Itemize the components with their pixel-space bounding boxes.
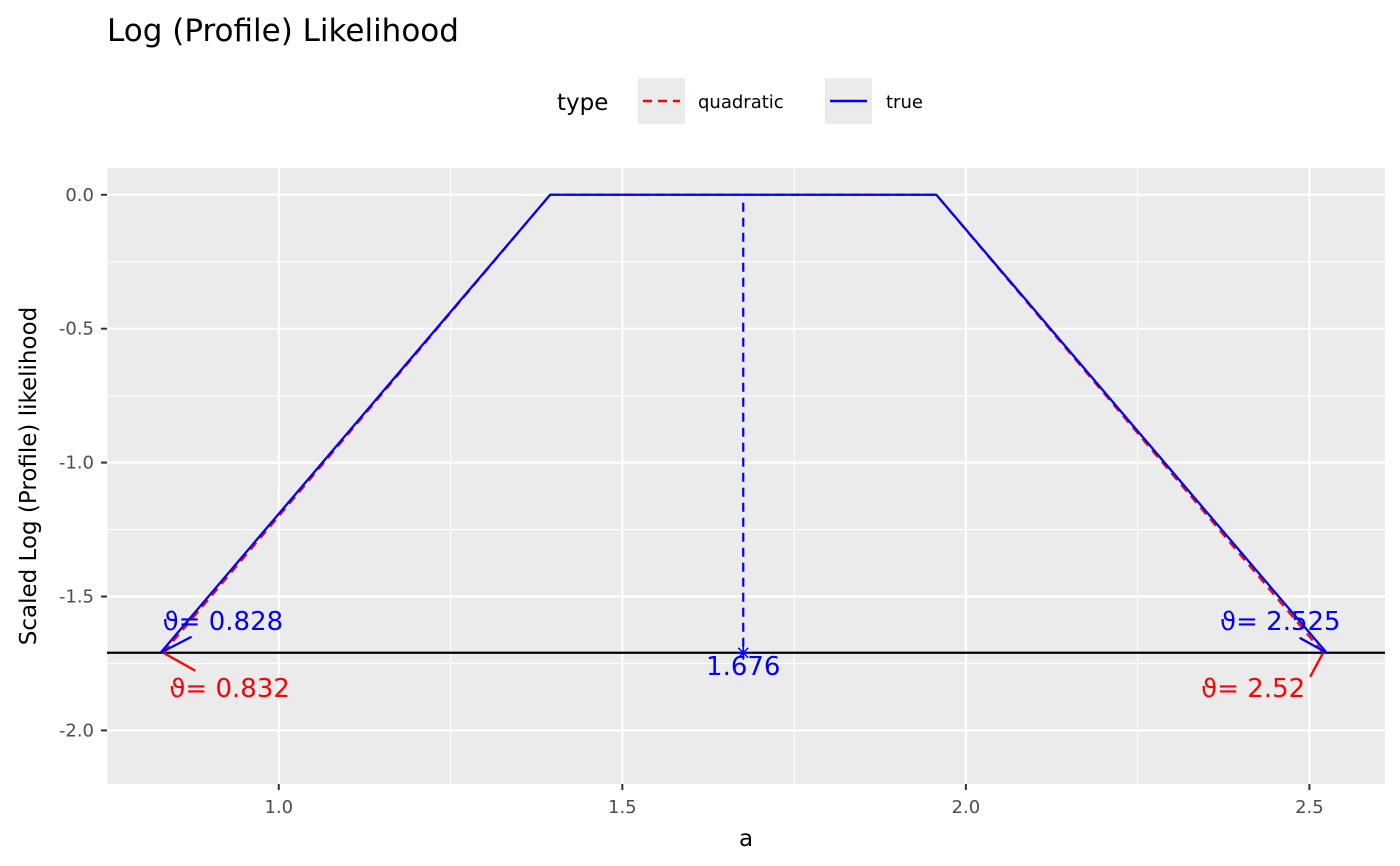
annotation-true-lower: ϑ= 0.828 <box>163 607 284 637</box>
mle-value-label: 1.676 <box>706 652 780 682</box>
y-tick-label: -0.5 <box>59 319 94 340</box>
legend: type quadratic true <box>557 78 923 124</box>
legend-title: type <box>557 90 608 116</box>
x-tick-label: 2.5 <box>1295 797 1324 818</box>
y-axis-title: Scaled Log (Profile) likelihood <box>16 307 42 646</box>
plot-panel <box>107 168 1385 784</box>
legend-label-quadratic: quadratic <box>698 92 784 113</box>
annotation-true-upper: ϑ= 2.525 <box>1220 607 1341 637</box>
series-line-true <box>159 193 1328 654</box>
x-tick-label: 1.0 <box>264 797 293 818</box>
annotation-pointer-quadratic-lower <box>162 651 196 672</box>
x-axis-title: a <box>739 826 753 852</box>
y-tick-label: -1.0 <box>59 453 94 474</box>
y-tick-label: -1.5 <box>59 587 94 608</box>
annotation-pointer-true-upper <box>1299 636 1328 654</box>
axis-ticks: 1.0 1.5 2.0 2.5 0.0 -0.5 -1.0 -1.5 -2.0 <box>59 185 1324 818</box>
annotation-quadratic-upper: ϑ= 2.52 <box>1201 674 1305 704</box>
chart-marks: 1.676 ϑ= 0.828 ϑ= 0.832 ϑ= 2.525 ϑ= 2.52 <box>107 193 1385 704</box>
legend-label-true: true <box>886 92 923 113</box>
annotation-pointer-quadratic-upper <box>1309 652 1325 678</box>
annotation-quadratic-lower: ϑ= 0.832 <box>169 674 290 704</box>
chart-title: Log (Profile) Likelihood <box>107 13 459 49</box>
mle-point-marker <box>737 645 750 660</box>
grid-lines <box>106 168 1385 784</box>
x-tick-label: 2.0 <box>952 797 981 818</box>
y-tick-label: 0.0 <box>65 185 94 206</box>
x-tick-label: 1.5 <box>608 797 637 818</box>
y-tick-label: -2.0 <box>59 720 94 741</box>
annotation-pointer-true-lower <box>160 635 193 654</box>
